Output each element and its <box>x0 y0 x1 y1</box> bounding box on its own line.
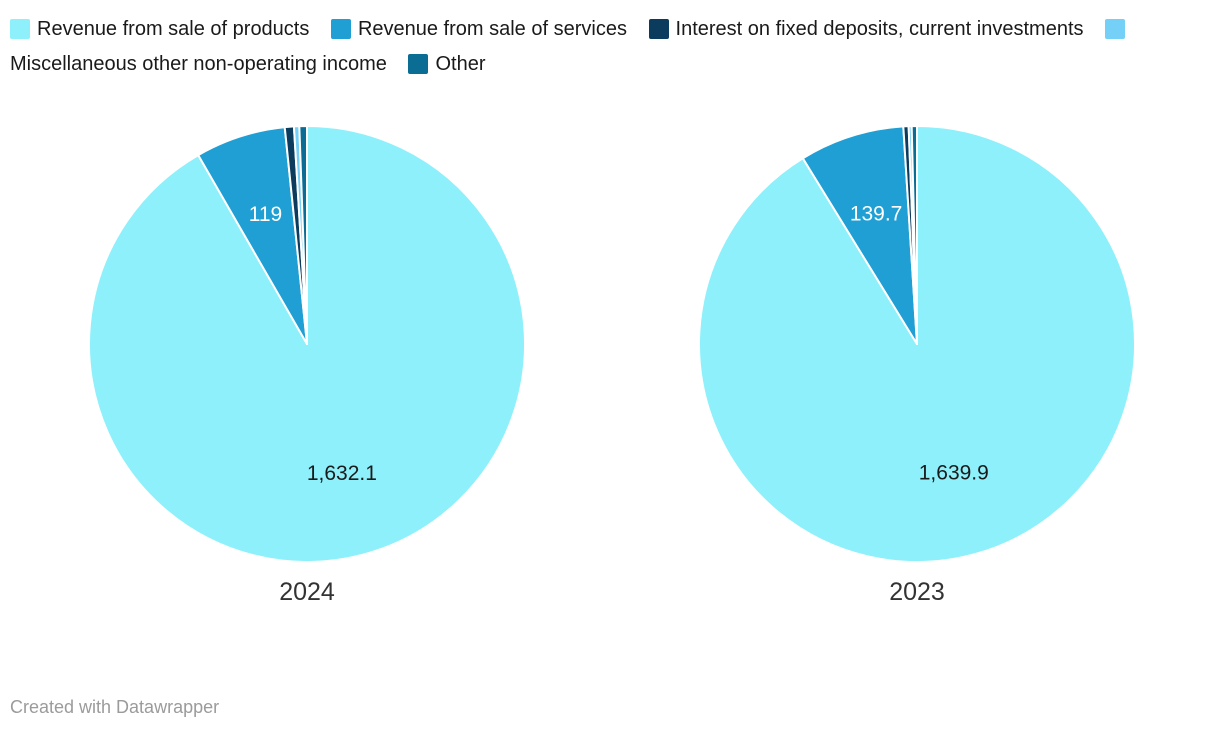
legend-label: Other <box>435 53 486 75</box>
pie-year-label: 2023 <box>889 578 945 606</box>
pie-slice-value-label: 119 <box>249 203 282 226</box>
legend-item: Interest on fixed deposits, current inve… <box>648 18 1084 40</box>
legend-swatch <box>408 54 429 74</box>
legend-label: Revenue from sale of services <box>357 18 627 40</box>
pie-slice <box>298 125 308 345</box>
legend-item: Revenue from sale of services <box>330 18 627 40</box>
legend-item: Other <box>408 53 485 75</box>
legend-label: Revenue from sale of products <box>37 18 310 40</box>
legend-swatch <box>648 19 669 39</box>
pie-chart-svg: 1,639.9 139.7 <box>698 125 1137 563</box>
legend-swatch <box>1105 19 1126 39</box>
pie-chart-2024: 1,632.1 119 2024 <box>87 124 527 607</box>
pie-chart-2023: 1,639.9 139.7 2023 <box>697 124 1137 607</box>
pie-slice-value-label: 1,639.9 <box>919 462 989 485</box>
legend-swatch <box>330 19 351 39</box>
legend-swatch <box>10 19 30 39</box>
legend-label: Miscellaneous other non-operating income <box>10 53 387 75</box>
attribution-credit: Created with Datawrapper <box>10 697 220 717</box>
pie-year-label: 2024 <box>279 578 335 606</box>
legend-label: Interest on fixed deposits, current inve… <box>675 18 1084 40</box>
pie-slice <box>801 125 918 345</box>
legend-item: Miscellaneous other non-operating income <box>10 18 1132 75</box>
charts-row: 1,632.1 119 2024 1,639.9 139.7 2023 <box>0 124 1220 607</box>
pie-chart-svg: 1,632.1 119 <box>88 125 527 563</box>
pie-slice-value-label: 1,632.1 <box>307 462 377 485</box>
pie-slice-value-label: 139.7 <box>850 203 903 226</box>
pie-slice <box>910 125 918 345</box>
legend-item: Revenue from sale of products <box>10 18 309 40</box>
legend: Revenue from sale of products Revenue fr… <box>0 0 1210 82</box>
